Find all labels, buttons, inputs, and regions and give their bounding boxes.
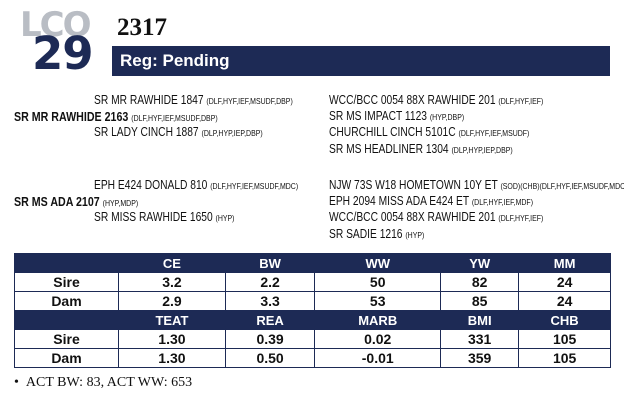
- sire-sire-sire-abbr: (DLF,HYF,IEF): [498, 96, 544, 106]
- epd-header-row-2: TEAT REA MARB BMI CHB: [14, 310, 611, 330]
- epd-header-ce: CE: [118, 253, 226, 273]
- epd-header-bw: BW: [224, 253, 316, 273]
- sire-sire-line: SR MR RAWHIDE 1847 (DLF,HYF,IEF,MSUDF,DB…: [94, 93, 336, 107]
- dam-dam-dam-abbr: (HYP): [405, 230, 425, 240]
- sire-dam-line: SR LADY CINCH 1887 (DLP,HYP,IEP,DBP): [94, 125, 300, 139]
- registration-label: Reg: Pending: [120, 51, 230, 70]
- sire-sire-sire-name: WCC/BCC 0054 88X RAWHIDE 201: [329, 93, 496, 107]
- epd-cell: 359: [440, 348, 520, 368]
- sire-sire-dam-line: SR MS IMPACT 1123 (HYP,DBP): [329, 109, 494, 123]
- epd-cell: 85: [440, 291, 520, 311]
- sire-dam-sire-abbr: (DLF,HYF,IEF,MSUDF): [458, 128, 530, 138]
- dam-dam-line: SR MISS RAWHIDE 1650 (HYP): [94, 210, 265, 224]
- epd-row-dam-2: Dam 1.30 0.50 -0.01 359 105: [14, 348, 611, 368]
- sire-dam-dam-line: SR MS HEADLINER 1304 (DLP,HYP,IEP,DBP): [329, 142, 553, 156]
- bullet-icon: •: [14, 375, 19, 390]
- epd-header-rea: REA: [224, 310, 316, 330]
- epd-cell: 53: [314, 291, 442, 311]
- epd-row-label: Sire: [14, 272, 119, 292]
- epd-cell: 3.2: [118, 272, 226, 292]
- dam-line: SR MS ADA 2107 (HYP,MDP): [14, 194, 165, 209]
- lot-logo: LCO 29: [20, 8, 112, 80]
- epd-row-label: Sire: [14, 329, 119, 349]
- sire-dam-dam-name: SR MS HEADLINER 1304: [329, 142, 449, 156]
- dam-name: SR MS ADA 2107: [14, 194, 100, 209]
- sire-dam-name: SR LADY CINCH 1887: [94, 125, 199, 139]
- dam-sire-sire-name: NJW 73S W18 HOMETOWN 10Y ET: [329, 178, 498, 192]
- dam-sire-sire-abbr: (SOD)(CHB)(DLF,HYF,IEF,MSUDF,MDC): [500, 181, 624, 191]
- epd-row-sire-2: Sire 1.30 0.39 0.02 331 105: [14, 329, 611, 349]
- epd-header-blank: [14, 253, 119, 273]
- epd-cell: 0.02: [314, 329, 442, 349]
- dam-sire-name: EPH E424 DONALD 810: [94, 178, 208, 192]
- epd-cell: 24: [518, 291, 611, 311]
- lco-watermark: LCO: [20, 5, 92, 45]
- dam-sire-dam-line: EPH 2094 MISS ADA E424 ET (DLF,HYF,IEF,M…: [329, 194, 578, 208]
- dam-dam-dam-name: SR SADIE 1216: [329, 227, 403, 241]
- sire-sire-abbr: (DLF,HYF,IEF,MSUDF,DBP): [206, 96, 293, 106]
- dam-sire-dam-abbr: (DLF,HYF,IEF,MDF): [471, 197, 534, 207]
- epd-cell: 82: [440, 272, 520, 292]
- dam-dam-sire-name: WCC/BCC 0054 88X RAWHIDE 201: [329, 210, 496, 224]
- epd-cell: 24: [518, 272, 611, 292]
- actuals-text: ACT BW: 83, ACT WW: 653: [25, 375, 193, 390]
- epd-header-yw: YW: [440, 253, 520, 273]
- epd-table: CE BW WW YW MM Sire 3.2 2.2 50 82 24 Dam…: [14, 253, 611, 368]
- dam-dam-name: SR MISS RAWHIDE 1650: [94, 210, 213, 224]
- epd-header-row-1: CE BW WW YW MM: [14, 253, 611, 273]
- epd-cell: 105: [518, 348, 611, 368]
- epd-row-label: Dam: [14, 348, 119, 368]
- sire-abbr: (DLF,HYF,IEF,MSUDF,DBP): [131, 113, 218, 123]
- sire-sire-sire-line: WCC/BCC 0054 88X RAWHIDE 201 (DLF,HYF,IE…: [329, 93, 590, 107]
- dam-sire-dam-name: EPH 2094 MISS ADA E424 ET: [329, 194, 469, 208]
- epd-header-blank: [14, 310, 119, 330]
- epd-cell: 1.30: [118, 348, 226, 368]
- epd-cell: 1.30: [118, 329, 226, 349]
- dam-dam-abbr: (HYP): [215, 213, 235, 223]
- epd-row-dam-1: Dam 2.9 3.3 53 85 24: [14, 291, 611, 311]
- epd-cell: 0.39: [224, 329, 316, 349]
- epd-cell: -0.01: [314, 348, 442, 368]
- epd-header-marb: MARB: [314, 310, 442, 330]
- sire-dam-sire-name: CHURCHILL CINCH 5101C: [329, 125, 456, 139]
- sire-name: SR MR RAWHIDE 2163: [14, 109, 129, 124]
- sire-sire-dam-name: SR MS IMPACT 1123: [329, 109, 427, 123]
- actuals-note: • ACT BW: 83, ACT WW: 653: [14, 375, 192, 391]
- epd-cell: 331: [440, 329, 520, 349]
- dam-dam-dam-line: SR SADIE 1216 (HYP): [329, 227, 445, 241]
- dam-sire-abbr: (DLF,HYF,IEF,MSUDF,MDC): [210, 181, 299, 191]
- dam-dam-sire-line: WCC/BCC 0054 88X RAWHIDE 201 (DLF,HYF,IE…: [329, 210, 590, 224]
- dam-dam-sire-abbr: (DLF,HYF,IEF): [498, 213, 544, 223]
- sire-dam-abbr: (DLP,HYP,IEP,DBP): [201, 128, 263, 138]
- dam-sire-line: EPH E424 DONALD 810 (DLF,HYF,IEF,MSUDF,M…: [94, 178, 343, 192]
- epd-cell: 2.2: [224, 272, 316, 292]
- epd-header-ww: WW: [314, 253, 442, 273]
- epd-header-chb: CHB: [518, 310, 611, 330]
- sire-dam-dam-abbr: (DLP,HYP,IEP,DBP): [451, 145, 513, 155]
- epd-cell: 2.9: [118, 291, 226, 311]
- epd-row-sire-1: Sire 3.2 2.2 50 82 24: [14, 272, 611, 292]
- sire-sire-name: SR MR RAWHIDE 1847: [94, 93, 204, 107]
- epd-header-mm: MM: [518, 253, 611, 273]
- lot-number: 29: [32, 27, 94, 80]
- registration-bar: Reg: Pending: [112, 46, 610, 76]
- epd-cell: 3.3: [224, 291, 316, 311]
- sire-line: SR MR RAWHIDE 2163 (DLF,HYF,IEF,MSUDF,DB…: [14, 109, 262, 124]
- epd-cell: 105: [518, 329, 611, 349]
- dam-abbr: (HYP,MDP): [102, 198, 139, 208]
- epd-header-teat: TEAT: [118, 310, 226, 330]
- dam-sire-sire-line: NJW 73S W18 HOMETOWN 10Y ET (SOD)(CHB)(D…: [329, 178, 624, 192]
- epd-cell: 50: [314, 272, 442, 292]
- sire-sire-dam-abbr: (HYP,DBP): [429, 112, 465, 122]
- epd-cell: 0.50: [224, 348, 316, 368]
- tag-number: 2317: [117, 14, 167, 41]
- epd-row-label: Dam: [14, 291, 119, 311]
- epd-header-bmi: BMI: [440, 310, 520, 330]
- sire-dam-sire-line: CHURCHILL CINCH 5101C (DLF,HYF,IEF,MSUDF…: [329, 125, 573, 139]
